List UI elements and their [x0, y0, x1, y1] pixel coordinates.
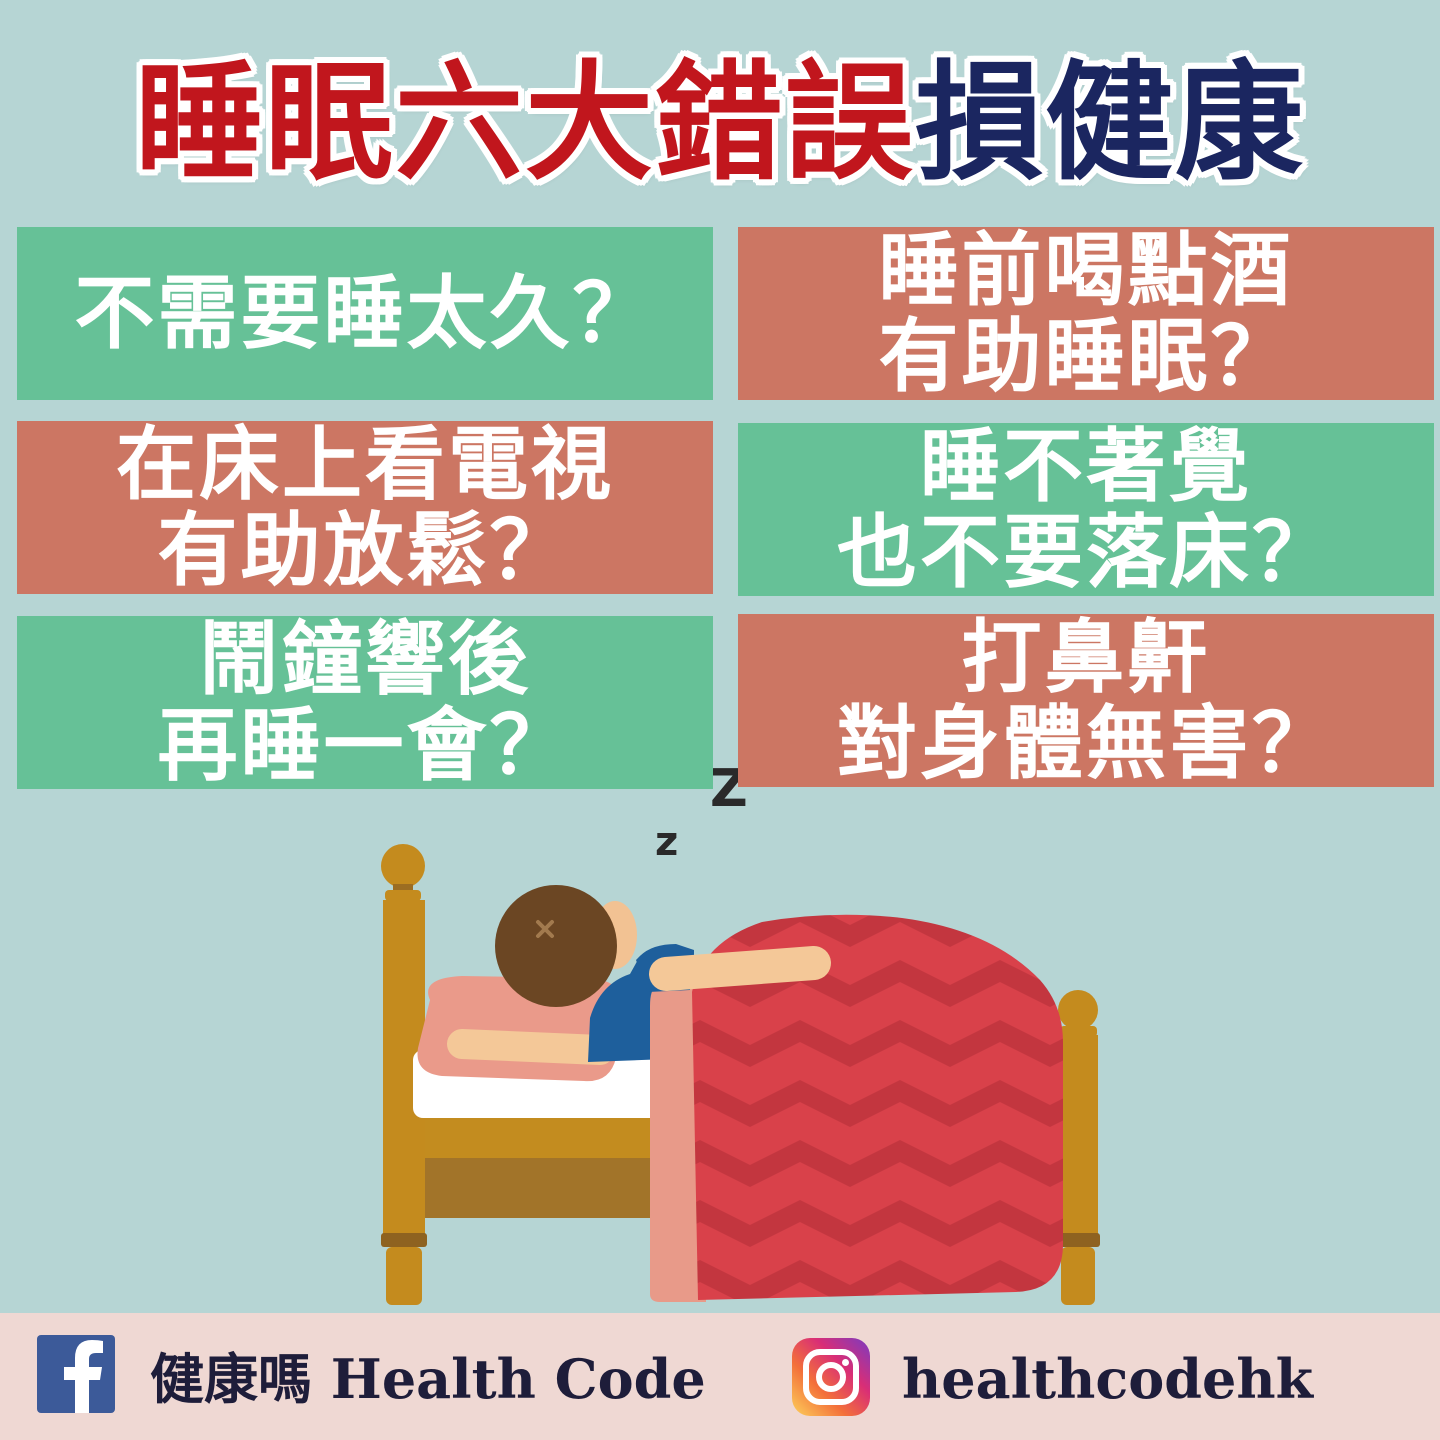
facebook-page-name: 健康嗎 Health Code [150, 1347, 706, 1411]
bed-footboard-post [1056, 990, 1100, 1305]
blanket-fold [650, 986, 706, 1302]
myth-line: 在床上看電視 [116, 417, 614, 511]
myth-card-4: 睡不著覺 也不要落床？ [738, 423, 1434, 596]
myth-line: 有助睡眠？ [878, 309, 1294, 403]
myth-line: 有助放鬆？ [157, 503, 573, 597]
myth-card-5: 鬧鐘響後 再睡一會？ [17, 616, 713, 789]
instagram-handle: healthcodehk [902, 1347, 1314, 1411]
myth-line: 睡前喝點酒 [878, 223, 1294, 317]
myth-card-3: 在床上看電視 有助放鬆？ [17, 421, 713, 594]
myth-card-6: 打鼻鼾 對身體無害？ [738, 614, 1434, 787]
myth-line: 不需要睡太久？ [74, 266, 656, 360]
snore-letter-small: z [655, 819, 678, 865]
myth-line: 也不要落床？ [837, 505, 1335, 599]
sleeper-shirt [588, 944, 694, 1062]
myth-line: 鬧鐘響後 [199, 612, 531, 706]
myth-card-1: 不需要睡太久？ [17, 227, 713, 400]
instagram-icon [792, 1338, 870, 1416]
bed-headboard-post [381, 844, 427, 1305]
page-title: 睡眠六大錯誤損健康 [0, 54, 1440, 194]
myth-card-2: 睡前喝點酒 有助睡眠？ [738, 227, 1434, 400]
title-rest: 損健康 [915, 49, 1306, 198]
myth-line: 打鼻鼾 [961, 610, 1211, 704]
myth-line: 睡不著覺 [920, 419, 1252, 513]
myth-line: 再睡一會？ [157, 698, 573, 792]
myth-line: 對身體無害？ [837, 696, 1335, 790]
footer-band: 健康嗎 Health Code healthcodehk [0, 1313, 1440, 1440]
sleeper-head [495, 885, 637, 1007]
pillow [417, 976, 623, 1082]
bed-frame-rail [425, 1118, 1058, 1218]
facebook-icon [37, 1335, 115, 1413]
blanket [692, 914, 1063, 1300]
title-highlight: 睡眠六大錯誤 [134, 49, 915, 198]
mattress [413, 1050, 1060, 1118]
sleeper-right-arm [636, 945, 831, 992]
sleeper-left-arm [447, 1029, 615, 1065]
